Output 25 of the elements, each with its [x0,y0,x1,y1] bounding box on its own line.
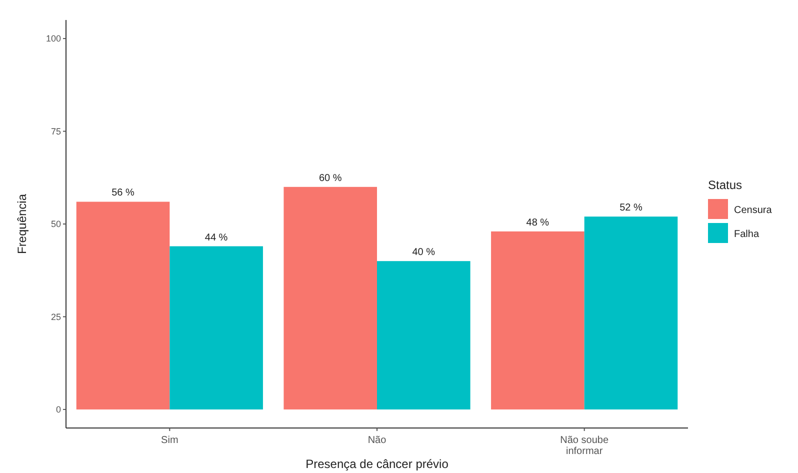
data-label: 48 % [526,217,550,228]
y-axis-title: Frequência [15,194,29,254]
y-tick-label: 100 [46,34,61,44]
data-label: 52 % [620,202,642,214]
y-tick-label: 0 [56,404,61,415]
data-label: 40 % [412,247,436,258]
x-tick-label: Não [368,435,387,446]
y-tick-label: 25 [50,312,61,322]
legend-label: Falha [734,229,760,240]
data-label: 44 % [204,232,228,244]
data-label: 56 % [112,188,135,199]
x-tick-label: Não soube informar [560,435,609,457]
data-label: 60 % [318,172,342,184]
bar [76,202,170,410]
legend-title: Status [708,178,742,192]
x-axis-title: Presença de câncer prévio [306,457,449,471]
bar [491,231,584,410]
bar [170,246,263,410]
bar [377,261,470,410]
bar [284,186,377,410]
y-tick-label: 75 [50,126,61,136]
bar [584,216,678,410]
legend-label: Censura [734,205,772,216]
x-tick-label: Sim [161,435,178,446]
y-tick-label: 50 [50,219,61,230]
